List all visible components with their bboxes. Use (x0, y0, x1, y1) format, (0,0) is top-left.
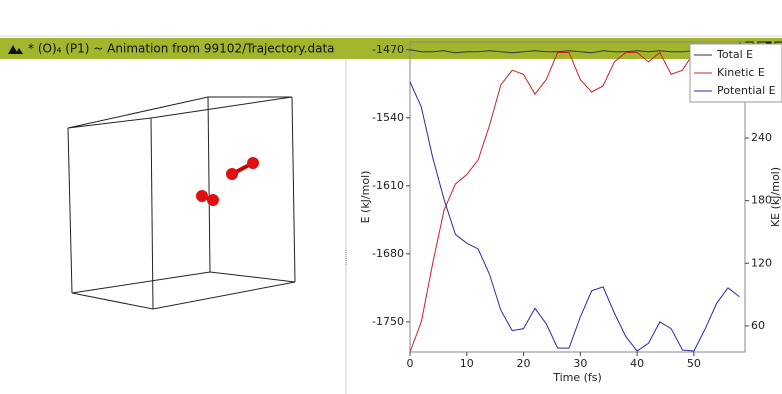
x-tick-label: 40 (630, 357, 644, 370)
window-title: * (O)₄ (P1) ~ Animation from 99102/Traje… (28, 42, 335, 56)
x-tick-label: 20 (517, 357, 531, 370)
y-tick-label: -1540 (372, 111, 404, 124)
page: {"window": {"title": "* (O)₄ (P1) ~ Anim… (0, 0, 782, 394)
y2-axis-label: KE (kJ/mol) (769, 167, 782, 227)
y-tick-label: -1470 (372, 43, 404, 56)
y-tick-label: -1750 (372, 315, 404, 328)
legend-label: Kinetic E (717, 66, 765, 79)
series-line (410, 82, 739, 351)
y-tick-label: -1680 (372, 247, 404, 260)
y2-tick-label: 240 (751, 131, 772, 144)
chart: 0 10 20 30 40 50 -1750 -1680 -1610 -1540 -1470 60 12… (359, 42, 782, 384)
y-tick-label: -1610 (372, 179, 404, 192)
legend-label: Total E (716, 48, 753, 61)
window: * (O)₄ (P1) ~ Animation from 99102/Traje… (0, 0, 782, 394)
x-tick-label: 50 (687, 357, 701, 370)
molecules (196, 157, 259, 206)
legend-label: Potential E (717, 84, 776, 97)
cell-box (68, 97, 295, 309)
x-tick-label: 0 (407, 357, 414, 370)
x-tick-label: 30 (573, 357, 587, 370)
y2-tick-label: 120 (751, 256, 772, 269)
y-axis-label: E (kJ/mol) (359, 171, 372, 224)
y2-tick-label: 60 (751, 319, 765, 332)
x-tick-label: 10 (460, 357, 474, 370)
x-axis-label: Time (fs) (552, 371, 602, 384)
